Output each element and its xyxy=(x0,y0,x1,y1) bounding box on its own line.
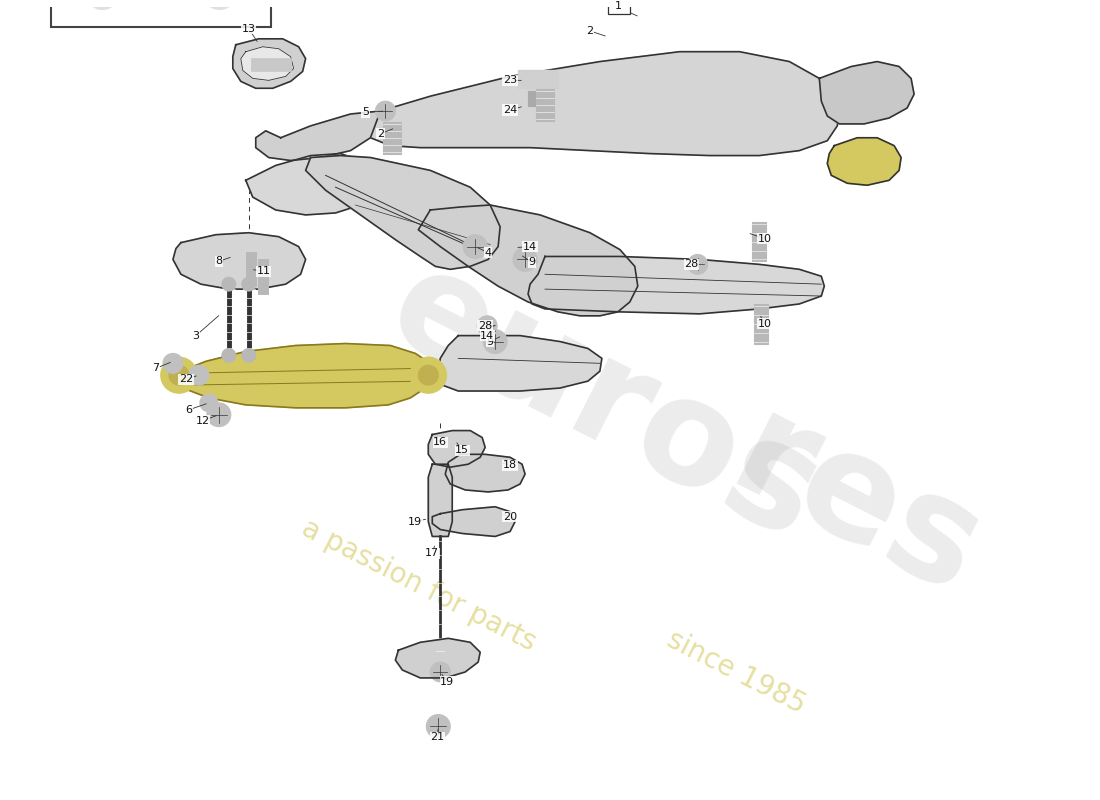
Text: 23: 23 xyxy=(503,75,517,86)
Circle shape xyxy=(222,349,235,362)
Circle shape xyxy=(430,662,450,682)
Text: 8: 8 xyxy=(216,257,222,266)
Text: 9: 9 xyxy=(528,258,536,267)
Text: 12: 12 xyxy=(196,416,210,426)
Circle shape xyxy=(163,354,183,374)
Bar xyxy=(518,70,558,88)
Circle shape xyxy=(418,366,438,385)
Circle shape xyxy=(242,278,255,291)
Bar xyxy=(52,0,271,27)
Text: 19: 19 xyxy=(408,517,422,526)
Polygon shape xyxy=(306,155,500,270)
Polygon shape xyxy=(173,233,306,289)
Circle shape xyxy=(688,254,707,274)
Polygon shape xyxy=(245,154,375,215)
Bar xyxy=(251,58,290,71)
Bar xyxy=(608,0,630,14)
Text: 28: 28 xyxy=(478,321,493,330)
Circle shape xyxy=(207,403,231,426)
Text: 4: 4 xyxy=(485,247,492,258)
Circle shape xyxy=(189,366,209,385)
Text: 14: 14 xyxy=(522,242,537,251)
Bar xyxy=(752,222,767,262)
Bar xyxy=(384,122,402,154)
Text: 3: 3 xyxy=(192,330,199,341)
Text: 2: 2 xyxy=(586,26,594,36)
Polygon shape xyxy=(173,343,432,408)
Circle shape xyxy=(169,366,189,385)
Text: 9: 9 xyxy=(486,337,494,346)
Polygon shape xyxy=(418,205,638,316)
Circle shape xyxy=(200,394,218,412)
Text: 2: 2 xyxy=(377,129,384,138)
Polygon shape xyxy=(432,506,515,537)
Polygon shape xyxy=(241,46,294,80)
Text: 5: 5 xyxy=(362,107,369,117)
Text: 17: 17 xyxy=(426,548,439,558)
Circle shape xyxy=(161,358,197,393)
Circle shape xyxy=(242,349,255,362)
Polygon shape xyxy=(395,638,481,678)
Text: 11: 11 xyxy=(256,266,271,276)
Text: 14: 14 xyxy=(480,330,494,341)
Text: since 1985: since 1985 xyxy=(662,625,811,719)
Polygon shape xyxy=(365,52,839,155)
Bar xyxy=(257,259,267,294)
Bar xyxy=(528,91,538,106)
Bar xyxy=(245,251,255,286)
Bar xyxy=(536,90,554,121)
Polygon shape xyxy=(428,430,485,467)
Text: euros: euros xyxy=(367,235,843,570)
Polygon shape xyxy=(528,257,824,314)
Text: 7: 7 xyxy=(153,363,159,374)
Text: 13: 13 xyxy=(242,24,256,34)
Text: a passion for parts: a passion for parts xyxy=(297,514,540,656)
Polygon shape xyxy=(438,336,602,391)
Polygon shape xyxy=(827,138,901,186)
Text: res: res xyxy=(711,385,1004,627)
Circle shape xyxy=(375,101,395,121)
Circle shape xyxy=(463,234,487,258)
Text: 1: 1 xyxy=(615,1,623,11)
Circle shape xyxy=(477,316,497,336)
Circle shape xyxy=(427,714,450,738)
Circle shape xyxy=(410,358,447,393)
Polygon shape xyxy=(255,111,381,161)
Text: 20: 20 xyxy=(503,512,517,522)
Polygon shape xyxy=(67,0,255,2)
Text: 10: 10 xyxy=(758,234,771,244)
Text: 21: 21 xyxy=(430,732,444,742)
Polygon shape xyxy=(428,464,452,537)
Polygon shape xyxy=(820,62,914,124)
Circle shape xyxy=(222,278,235,291)
Text: 18: 18 xyxy=(503,460,517,470)
Text: 15: 15 xyxy=(455,446,470,455)
Text: 10: 10 xyxy=(758,318,771,329)
Circle shape xyxy=(513,247,537,271)
Polygon shape xyxy=(233,39,306,88)
Text: 19: 19 xyxy=(440,677,454,687)
Text: 16: 16 xyxy=(433,438,448,447)
Circle shape xyxy=(202,0,236,10)
Text: 28: 28 xyxy=(684,259,699,270)
Text: 24: 24 xyxy=(503,105,517,115)
Polygon shape xyxy=(446,454,525,492)
Bar xyxy=(755,304,769,343)
Text: 22: 22 xyxy=(179,374,192,384)
Text: 6: 6 xyxy=(186,405,192,415)
Circle shape xyxy=(483,330,507,354)
Circle shape xyxy=(86,0,119,10)
